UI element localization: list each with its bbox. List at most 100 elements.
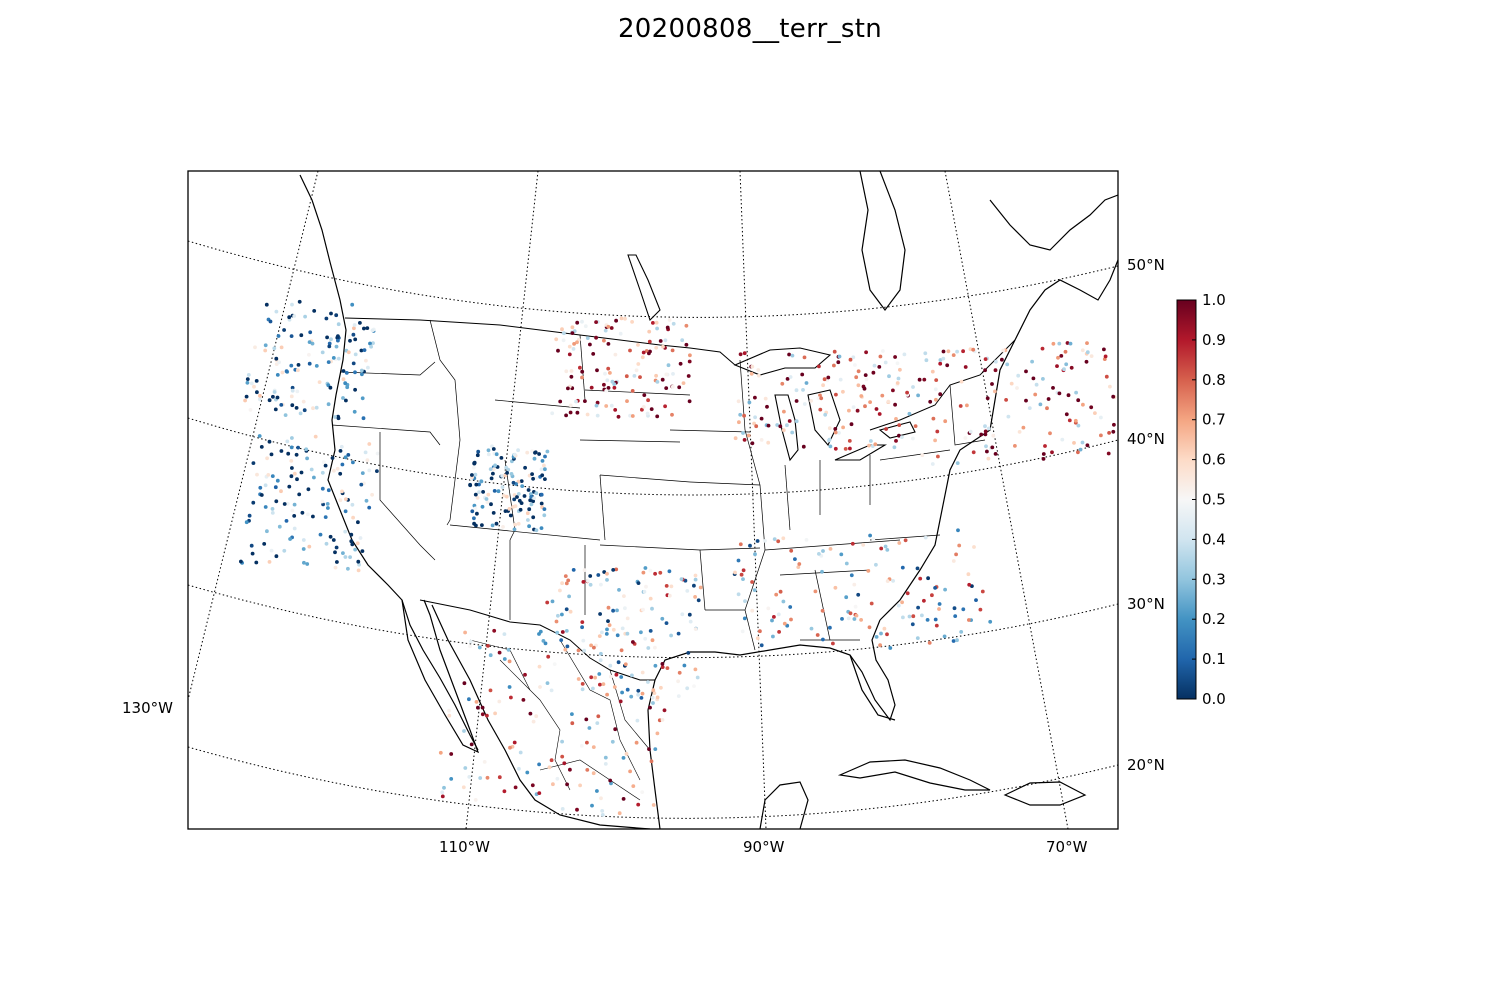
station-point: [661, 344, 665, 349]
station-point: [367, 505, 372, 510]
station-point: [581, 580, 586, 584]
station-point: [531, 499, 535, 504]
state-line-va-nc: [869, 534, 941, 541]
station-point: [249, 543, 254, 548]
station-point: [550, 411, 555, 416]
station-point: [500, 485, 505, 489]
station-point: [869, 439, 873, 443]
station-point: [738, 412, 743, 417]
station-point: [538, 685, 542, 689]
station-point: [742, 438, 747, 442]
colorbar-tick-label: 0.0: [1202, 690, 1226, 708]
station-point: [1021, 425, 1026, 430]
station-point: [646, 398, 650, 403]
station-point: [615, 633, 620, 638]
station-point: [938, 358, 943, 362]
station-point: [1057, 391, 1062, 396]
station-point: [336, 322, 341, 327]
station-point: [504, 494, 509, 499]
station-point: [608, 663, 613, 668]
station-point: [896, 376, 901, 381]
station-point: [359, 348, 364, 353]
station-point: [302, 408, 307, 413]
station-point: [1043, 444, 1047, 448]
station-point: [568, 403, 573, 408]
station-point: [570, 712, 574, 716]
station-point: [244, 394, 249, 399]
station-point: [326, 360, 331, 364]
station-point: [360, 372, 364, 377]
station-point: [905, 591, 910, 596]
station-point: [517, 498, 522, 503]
station-point: [765, 404, 769, 409]
station-point: [279, 403, 284, 407]
station-point: [590, 803, 594, 808]
station-point: [625, 631, 630, 636]
station-point: [680, 612, 685, 617]
station-point: [321, 502, 325, 507]
station-point: [511, 480, 516, 485]
station-point: [554, 337, 559, 342]
station-point: [539, 526, 544, 530]
station-point: [910, 622, 915, 627]
station-point: [336, 338, 340, 343]
station-point: [833, 585, 838, 590]
station-point: [801, 388, 805, 392]
station-point: [462, 681, 467, 686]
station-point: [609, 403, 614, 408]
station-point: [937, 602, 942, 606]
station-point: [375, 469, 379, 473]
colorbar-tick-label: 0.3: [1202, 570, 1226, 588]
station-point: [883, 544, 888, 549]
station-point: [499, 456, 504, 460]
station-point: [648, 705, 652, 710]
station-point: [847, 408, 851, 413]
station-point: [916, 393, 920, 398]
station-point: [595, 368, 599, 373]
station-point: [473, 506, 478, 511]
station-point: [777, 630, 781, 634]
station-point: [602, 570, 607, 574]
station-point: [844, 561, 849, 566]
yucatan: [759, 781, 809, 829]
station-point: [1050, 450, 1054, 455]
station-point: [292, 471, 297, 476]
station-point: [936, 454, 940, 459]
station-point: [375, 451, 380, 456]
station-point: [638, 375, 642, 379]
station-point: [325, 502, 330, 506]
station-point: [472, 516, 476, 521]
station-point: [595, 789, 599, 793]
station-point: [468, 483, 473, 488]
station-point: [560, 612, 564, 617]
station-point: [503, 509, 508, 513]
station-point: [473, 472, 478, 477]
station-point: [306, 487, 311, 492]
station-point: [934, 378, 939, 382]
station-point: [833, 430, 838, 435]
station-point: [833, 427, 838, 431]
station-point: [651, 701, 655, 705]
station-point: [653, 571, 657, 576]
station-point: [607, 623, 612, 627]
station-point: [851, 405, 856, 409]
station-point: [314, 364, 319, 368]
station-point: [341, 396, 345, 400]
station-point: [598, 612, 602, 616]
station-point: [681, 381, 686, 385]
station-point: [821, 383, 825, 388]
station-point: [941, 356, 946, 361]
station-point: [360, 396, 365, 401]
station-point: [685, 589, 690, 593]
station-point: [692, 684, 696, 688]
station-point: [584, 717, 589, 722]
station-point: [604, 632, 609, 636]
station-point: [310, 341, 315, 346]
station-point: [978, 607, 983, 612]
station-point: [615, 608, 619, 613]
station-point: [558, 588, 562, 593]
station-point: [578, 365, 582, 370]
station-point: [245, 380, 250, 385]
station-point: [585, 768, 590, 772]
station-point: [343, 529, 348, 534]
